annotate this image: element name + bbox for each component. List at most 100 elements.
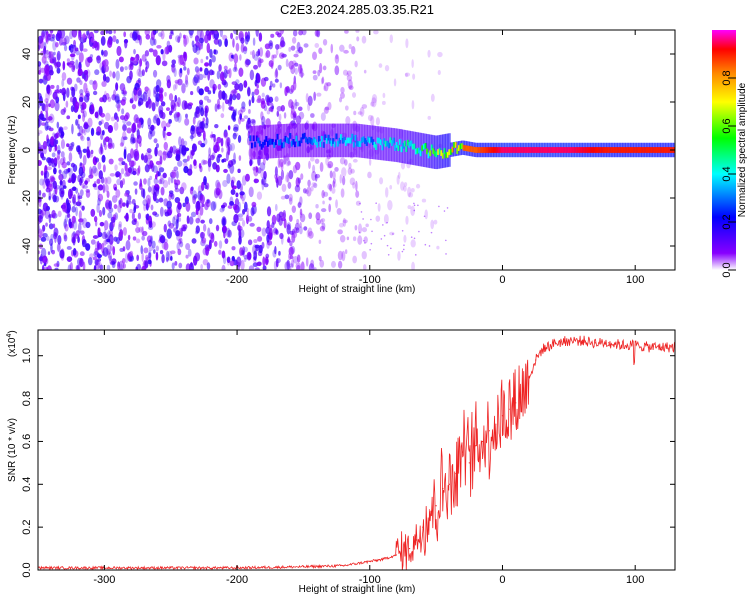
snr-data-point <box>594 342 596 344</box>
heatmap-noise-cell <box>48 196 51 201</box>
heatmap-noise-cell <box>299 226 303 235</box>
heatmap-noise-cell <box>102 138 106 148</box>
heatmap-noise-cell <box>274 203 278 212</box>
heatmap-noise-cell <box>308 263 315 270</box>
heatmap-noise-cell <box>329 183 333 192</box>
heatmap-noise-cell <box>189 32 193 39</box>
heatmap-noise-cell <box>237 213 244 218</box>
heatmap-ridge-core <box>489 147 493 153</box>
heatmap-ridge-core <box>442 152 445 159</box>
heatmap-noise-cell <box>352 182 356 189</box>
heatmap-noise-cell <box>54 101 60 112</box>
heatmap-noise-cell <box>249 159 254 166</box>
heatmap-noise-cell <box>157 171 161 177</box>
heatmap-noise-cell <box>350 168 355 174</box>
heatmap-noise-cell <box>101 49 104 56</box>
heatmap-noise-cell <box>39 229 45 239</box>
heatmap-noise-cell <box>156 117 161 126</box>
heatmap-noise-cell <box>260 178 264 186</box>
heatmap-ridge-core <box>394 145 397 151</box>
heatmap-ridge-core <box>513 147 517 153</box>
heatmap-noise-cell <box>171 171 177 179</box>
heatmap-noise-cell <box>51 193 56 199</box>
heatmap-noise-cell <box>218 249 222 255</box>
heatmap-ridge-core <box>429 150 432 157</box>
heatmap-noise-cell <box>122 263 127 269</box>
heatmap-noise-cell <box>427 115 431 120</box>
heatmap-noise-cell <box>280 169 285 180</box>
heatmap-ridge-core <box>526 147 529 153</box>
heatmap-speck <box>413 237 416 240</box>
heatmap-noise-cell <box>143 203 147 212</box>
heatmap-ridge-core <box>556 147 560 153</box>
heatmap-noise-cell <box>97 197 101 206</box>
heatmap-noise-cell <box>177 96 181 108</box>
heatmap-noise-cell <box>208 147 211 157</box>
heatmap-ridge-halo <box>424 133 427 168</box>
heatmap-noise-cell <box>125 199 129 207</box>
colorbar-tick-label: 0.2 <box>721 214 733 229</box>
heatmap-noise-cell <box>83 82 88 93</box>
spectrogram-y-tick-label: 40 <box>21 48 33 60</box>
heatmap-ridge-halo <box>330 123 333 158</box>
heatmap-noise-cell <box>107 212 113 219</box>
heatmap-noise-cell <box>152 165 158 174</box>
heatmap-noise-cell <box>163 223 167 233</box>
heatmap-ridge-halo <box>356 123 359 158</box>
heatmap-speck <box>358 231 361 234</box>
snr-x-tick-label: 0 <box>499 574 505 586</box>
heatmap-noise-cell <box>433 219 438 225</box>
heatmap-noise-cell <box>152 49 158 57</box>
heatmap-noise-cell <box>85 30 89 36</box>
heatmap-noise-cell <box>150 204 154 211</box>
heatmap-noise-cell <box>177 160 183 167</box>
heatmap-noise-cell <box>114 164 118 171</box>
heatmap-ridge-core <box>529 147 533 153</box>
heatmap-noise-cell <box>46 85 50 94</box>
heatmap-noise-cell <box>153 177 159 185</box>
heatmap-noise-cell <box>110 260 116 266</box>
heatmap-ridge-core <box>424 142 427 149</box>
heatmap-noise-cell <box>109 255 112 265</box>
heatmap-noise-cell <box>56 84 60 90</box>
heatmap-noise-cell <box>293 62 299 67</box>
heatmap-ridge-core <box>418 147 421 154</box>
heatmap-ridge-core <box>279 139 282 145</box>
heatmap-ridge-halo <box>340 123 343 158</box>
heatmap-noise-cell <box>173 214 178 221</box>
heatmap-noise-cell <box>308 231 314 239</box>
heatmap-ridge-core <box>387 142 391 149</box>
heatmap-noise-cell <box>403 234 407 243</box>
heatmap-ridge-core <box>599 147 603 153</box>
heatmap-noise-cell <box>277 44 283 50</box>
snr-y-ticks: 0.00.20.40.60.81.0 <box>21 348 675 578</box>
heatmap-noise-cell <box>179 237 183 244</box>
heatmap-noise-cell <box>68 167 73 178</box>
heatmap-noise-cell <box>214 30 218 35</box>
heatmap-noise-cell <box>287 236 291 243</box>
heatmap-ridge-core <box>303 132 306 139</box>
heatmap-noise-cell <box>91 103 95 110</box>
heatmap-noise-cell <box>283 112 287 119</box>
heatmap-noise-cell <box>232 132 237 140</box>
heatmap-noise-cell <box>155 251 159 261</box>
heatmap-noise-cell <box>277 175 283 186</box>
heatmap-ridge-core <box>448 149 451 156</box>
heatmap-ridge-core <box>512 147 515 153</box>
heatmap-noise-cell <box>195 217 201 224</box>
heatmap-noise-cell <box>253 166 259 177</box>
heatmap-ridge-core <box>470 146 474 153</box>
heatmap-ridge-core <box>480 147 483 153</box>
heatmap-noise-cell <box>66 58 70 63</box>
heatmap-noise-cell <box>152 191 157 202</box>
heatmap-noise-cell <box>222 225 227 233</box>
heatmap-noise-cell <box>196 30 202 39</box>
heatmap-noise-cell <box>158 197 164 203</box>
heatmap-noise-cell <box>143 154 148 164</box>
heatmap-noise-cell <box>217 83 222 90</box>
heatmap-speck <box>392 233 394 235</box>
heatmap-noise-cell <box>288 197 293 205</box>
heatmap-noise-cell <box>118 172 122 180</box>
heatmap-noise-cell <box>117 261 120 267</box>
heatmap-noise-cell <box>106 232 110 239</box>
